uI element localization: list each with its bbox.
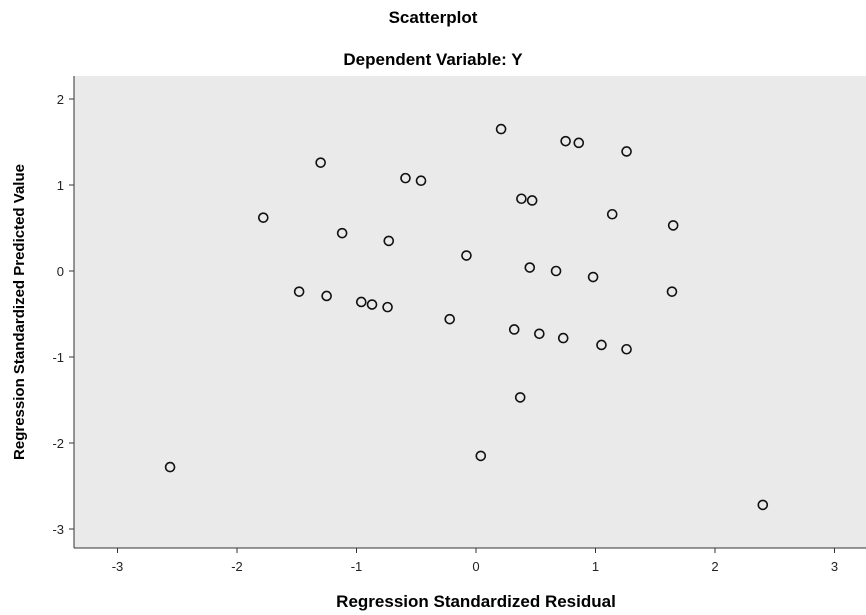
x-tick-label: -1 (351, 559, 363, 574)
data-point (666, 286, 678, 297)
data-point (557, 332, 569, 344)
data-point (516, 193, 527, 205)
data-point (366, 299, 378, 310)
data-point (667, 220, 679, 231)
data-point (621, 146, 632, 157)
data-point (606, 208, 618, 220)
data-point (587, 271, 599, 283)
data-point (526, 195, 538, 206)
data-point (621, 343, 632, 355)
data-point (495, 123, 507, 135)
x-axis-label: Regression Standardized Residual (336, 592, 616, 611)
chart-subtitle: Dependent Variable: Y (343, 50, 523, 69)
x-tick-label: -2 (231, 559, 243, 574)
data-point (400, 172, 411, 184)
data-point (508, 324, 520, 335)
data-point (293, 286, 305, 297)
y-tick-label: -1 (52, 350, 64, 365)
data-point (573, 137, 585, 149)
y-tick-label: -3 (52, 522, 64, 537)
data-point (257, 212, 269, 223)
x-tick-label: 1 (592, 559, 599, 574)
data-point (444, 313, 456, 325)
data-point (415, 175, 427, 186)
y-tick-label: 0 (57, 264, 64, 279)
data-point (550, 265, 562, 277)
data-point (383, 235, 395, 247)
data-point (461, 250, 472, 261)
x-tick-label: 0 (472, 559, 479, 574)
data-point (560, 135, 571, 147)
data-point (382, 301, 393, 313)
data-point (514, 392, 526, 403)
y-tick-label: 1 (57, 178, 64, 193)
chart-title: Scatterplot (388, 8, 478, 27)
data-point (321, 290, 332, 302)
data-point (534, 328, 545, 340)
plot-area (74, 76, 866, 548)
y-tick-label: -2 (52, 436, 64, 451)
x-tick-label: 2 (711, 559, 718, 574)
data-point (757, 499, 769, 511)
data-point (315, 157, 326, 168)
data-point (355, 296, 367, 308)
x-tick-label: 3 (831, 559, 838, 574)
y-axis-label: Regression Standardized Predicted Value (11, 164, 28, 460)
data-point (336, 227, 348, 239)
data-point (475, 450, 487, 462)
data-point (164, 461, 176, 473)
data-point (524, 262, 536, 273)
data-point (596, 339, 607, 351)
x-tick-label: -3 (112, 559, 124, 574)
y-tick-label: 2 (57, 92, 64, 107)
